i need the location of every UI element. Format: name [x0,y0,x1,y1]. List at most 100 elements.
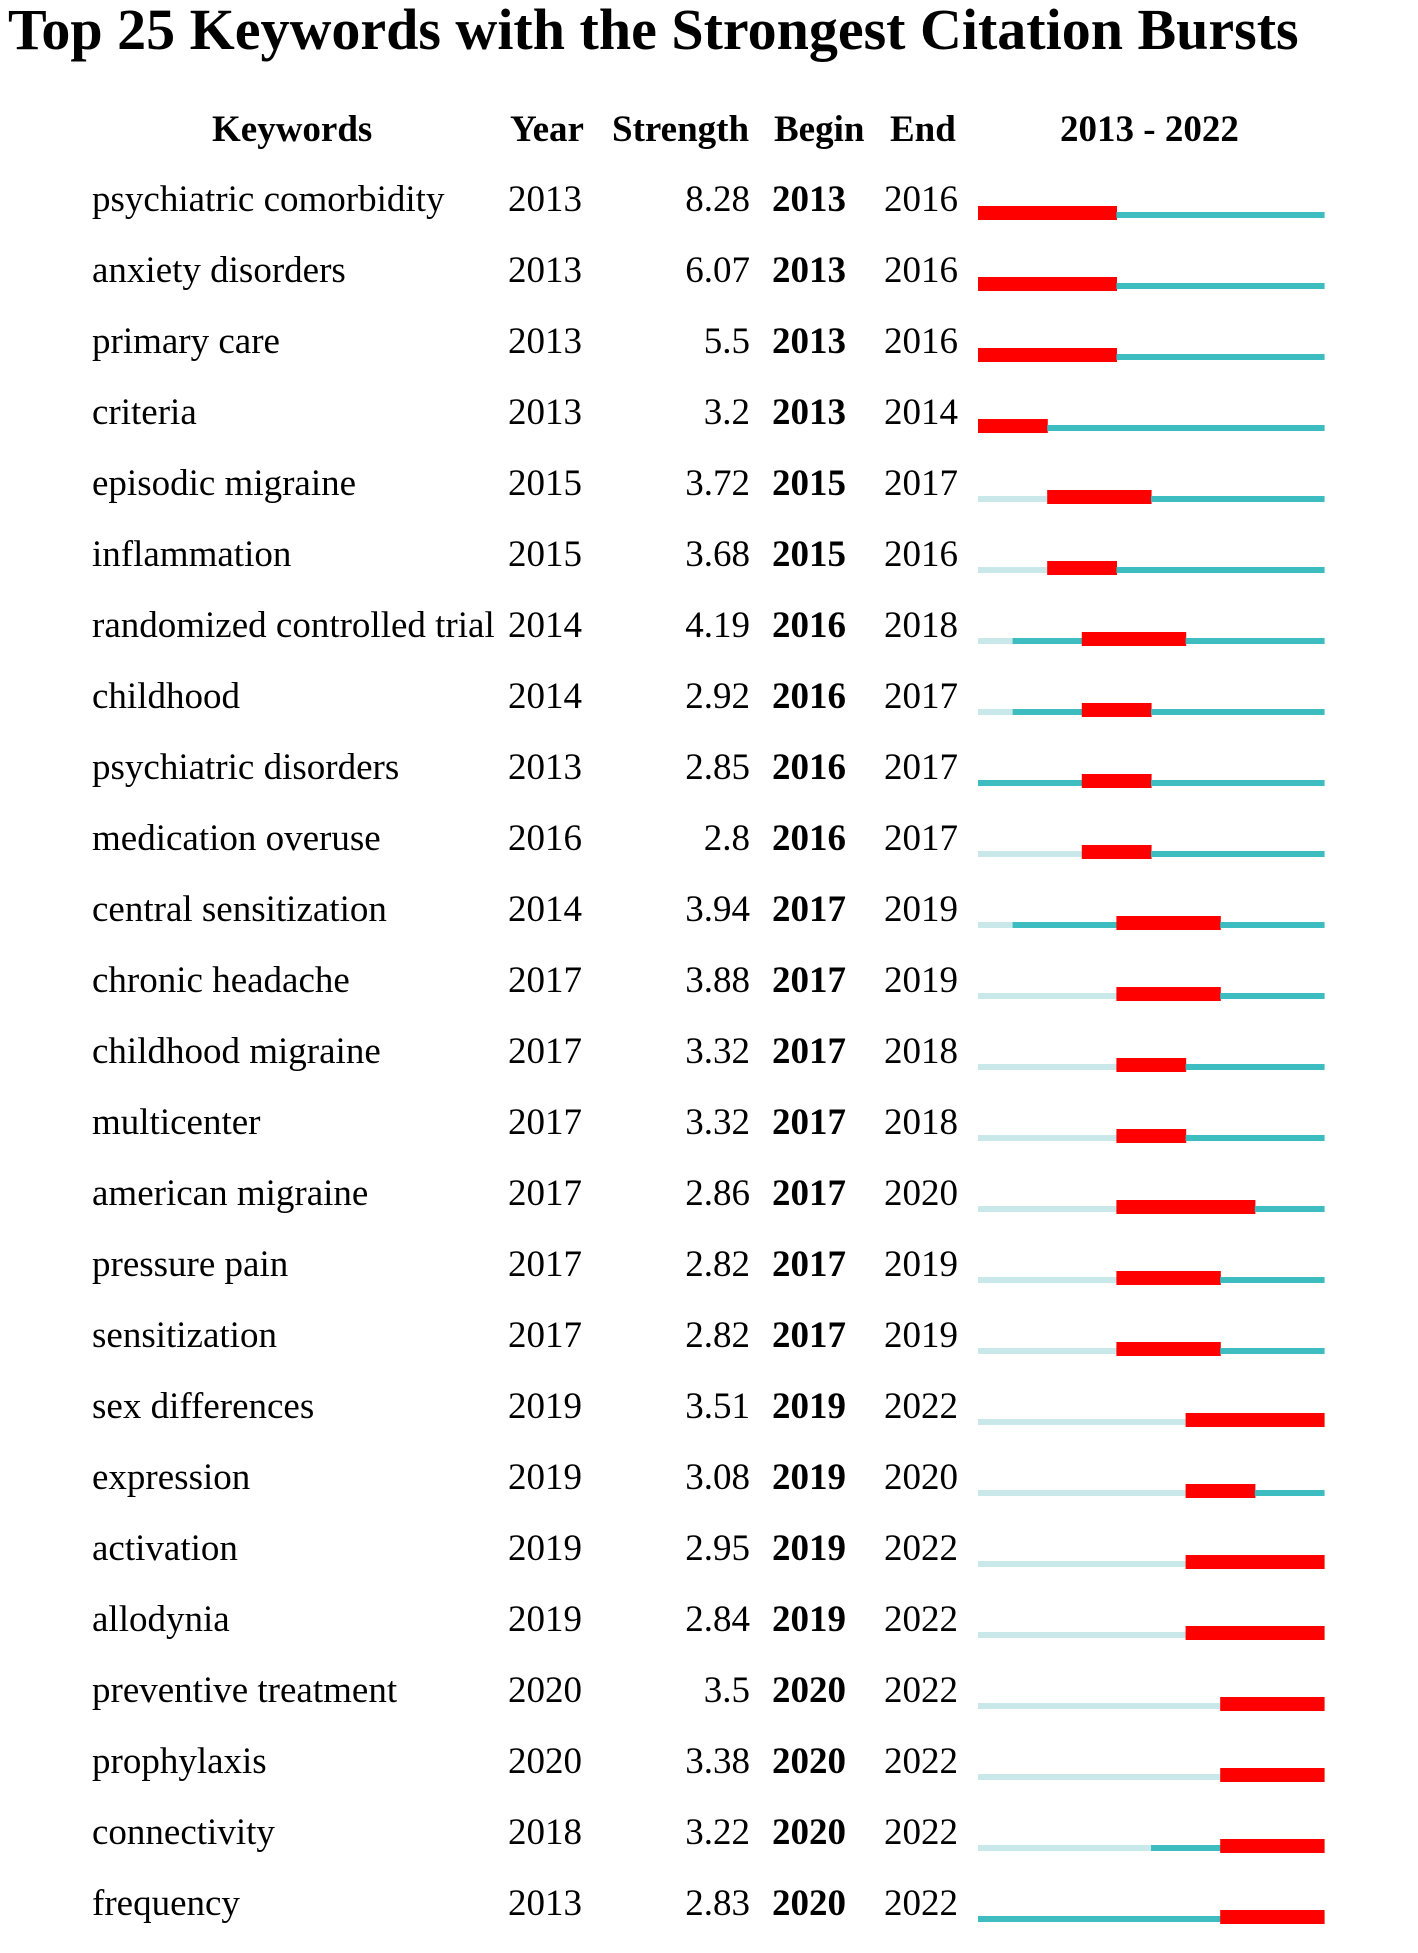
active-segment [1289,212,1325,218]
burst-segment [1220,1200,1256,1214]
inactive-segment [978,1135,1014,1141]
table-row: central sensitization 2014 3.94 2017 2019 [0,888,1418,959]
inactive-segment [978,1774,1014,1780]
active-segment [1220,638,1256,644]
strength-cell: 3.88 [685,960,750,1001]
active-segment [1254,496,1290,502]
table-row: chronic headache 2017 3.88 2017 2019 [0,959,1418,1030]
active-segment [1185,283,1221,289]
inactive-segment [978,1845,1014,1851]
burst-segment [1047,561,1083,575]
inactive-segment [1116,1845,1152,1851]
year-cell: 2013 [508,321,582,362]
burst-segment [1185,1200,1221,1214]
burst-segment [1185,1413,1221,1427]
end-cell: 2014 [884,392,958,433]
burst-timeline [978,1839,1325,1853]
active-segment [1151,1916,1187,1922]
begin-cell: 2017 [772,1244,846,1285]
burst-timeline [978,1058,1325,1072]
year-cell: 2013 [508,392,582,433]
table-row: medication overuse 2016 2.8 2016 2017 [0,817,1418,888]
inactive-segment [1081,1277,1117,1283]
table-row: psychiatric disorders 2013 2.85 2016 2017 [0,746,1418,817]
active-segment [1116,567,1152,573]
keyword-cell: preventive treatment [92,1670,398,1711]
table-row: anxiety disorders 2013 6.07 2013 2016 [0,249,1418,320]
inactive-segment [1012,1206,1048,1212]
inactive-segment [1047,1490,1083,1496]
burst-segment [1151,632,1187,646]
burst-timeline [978,1200,1325,1214]
active-segment [1151,354,1187,360]
year-cell: 2015 [508,534,582,575]
active-segment [1185,1845,1221,1851]
burst-segment [1151,987,1187,1001]
begin-cell: 2017 [772,889,846,930]
table-row: expression 2019 3.08 2019 2020 [0,1456,1418,1527]
active-segment [1289,1206,1325,1212]
active-segment [1151,496,1187,502]
begin-cell: 2015 [772,463,846,504]
active-segment [1254,1490,1290,1496]
active-segment [1289,780,1325,786]
table-row: american migraine 2017 2.86 2017 2020 [0,1172,1418,1243]
burst-segment [1254,1768,1290,1782]
burst-segment [1047,277,1083,291]
year-cell: 2019 [508,1386,582,1427]
table-row: episodic migraine 2015 3.72 2015 2017 [0,462,1418,533]
burst-segment [1220,1839,1256,1853]
active-segment [1220,1135,1256,1141]
keyword-cell: allodynia [92,1599,230,1640]
burst-timeline [978,348,1325,362]
burst-segment [1081,703,1117,717]
active-segment [1151,567,1187,573]
burst-timeline [978,1129,1325,1143]
burst-timeline [978,1413,1325,1427]
header-keywords: Keywords [212,109,373,150]
end-cell: 2022 [884,1528,958,1569]
burst-timeline [978,419,1325,433]
inactive-segment [1151,1632,1187,1638]
active-segment [1047,922,1083,928]
burst-segment [1185,1271,1221,1285]
inactive-segment [1047,1632,1083,1638]
burst-segment [1254,1910,1290,1924]
active-segment [1185,709,1221,715]
burst-segment [1254,1697,1290,1711]
active-segment [1220,780,1256,786]
begin-cell: 2013 [772,250,846,291]
table-row: pressure pain 2017 2.82 2017 2019 [0,1243,1418,1314]
begin-cell: 2017 [772,1315,846,1356]
active-segment [1151,1845,1187,1851]
begin-cell: 2016 [772,818,846,859]
burst-segment [1185,1555,1221,1569]
burst-segment [1116,987,1152,1001]
inactive-segment [1047,1845,1083,1851]
burst-segment [1220,1626,1256,1640]
strength-cell: 3.68 [685,534,750,575]
inactive-segment [1151,1703,1187,1709]
begin-cell: 2015 [772,534,846,575]
begin-cell: 2016 [772,747,846,788]
active-segment [1254,1064,1290,1070]
burst-segment [1116,1200,1152,1214]
burst-timeline [978,1768,1325,1782]
active-segment [1012,638,1048,644]
burst-segment [1254,1626,1290,1640]
active-segment [1151,709,1187,715]
active-segment [1185,212,1221,218]
burst-segment [1012,206,1048,220]
end-cell: 2016 [884,250,958,291]
burst-segment [1081,774,1117,788]
header-end: End [890,109,956,150]
inactive-segment [1047,1348,1083,1354]
inactive-segment [1012,1064,1048,1070]
inactive-segment [978,851,1014,857]
active-segment [1081,922,1117,928]
burst-timeline [978,774,1325,788]
active-segment [1151,212,1187,218]
inactive-segment [1116,1419,1152,1425]
table-row: prophylaxis 2020 3.38 2020 2022 [0,1740,1418,1811]
burst-segment [1116,845,1152,859]
